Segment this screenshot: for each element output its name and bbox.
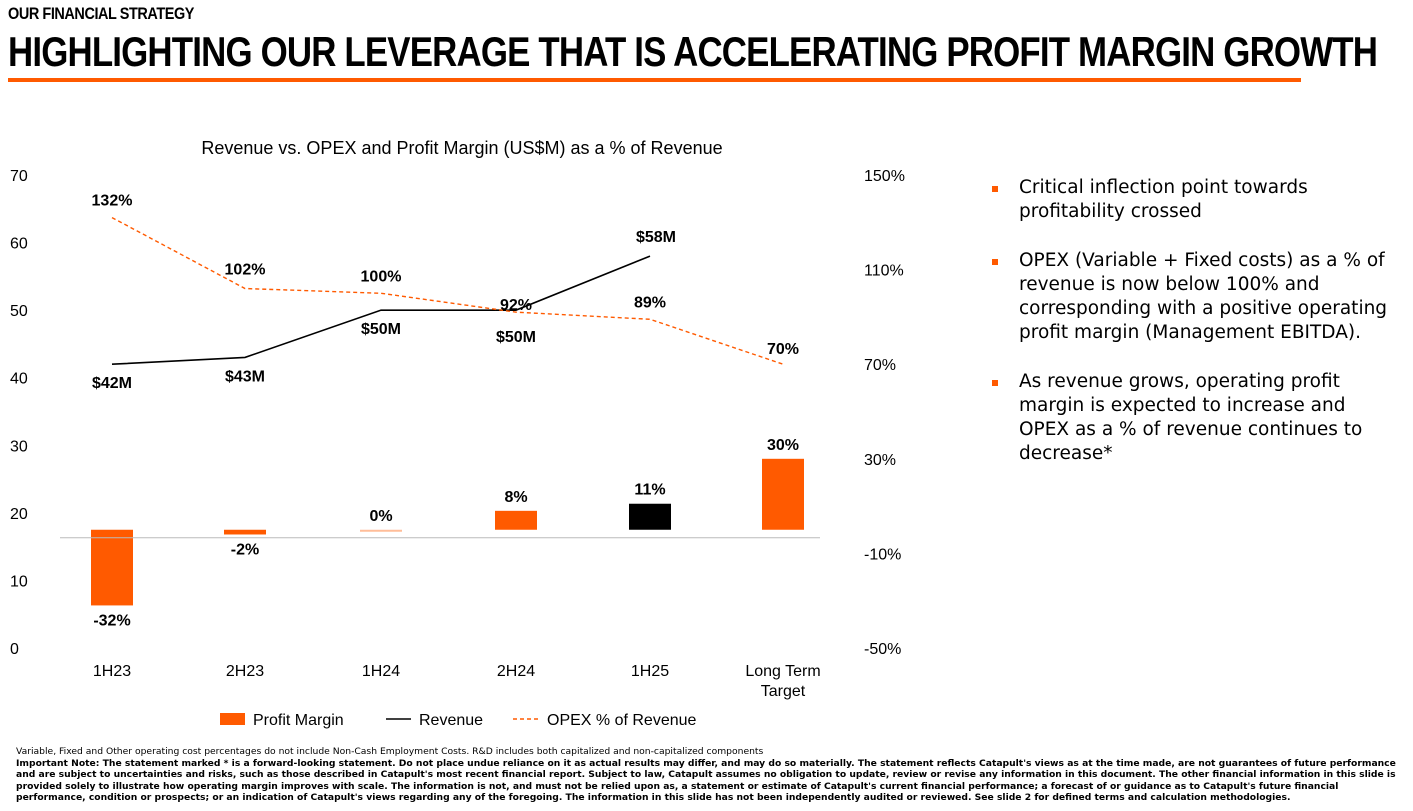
legend-label: Profit Margin	[253, 712, 344, 729]
profit-margin-bar	[360, 529, 402, 532]
right-axis-tick: 150%	[864, 168, 905, 185]
right-axis-tick: 30%	[864, 452, 896, 469]
revenue-line	[111, 255, 651, 365]
x-axis-tick: 2H24	[497, 663, 535, 680]
bar-data-label: 30%	[767, 437, 799, 454]
legend-label: Revenue	[419, 712, 483, 729]
left-axis-tick: 30	[10, 438, 28, 455]
revenue-data-label: $58M	[636, 229, 676, 246]
bullet-marker	[992, 186, 998, 192]
revenue-data-label: $50M	[361, 321, 401, 338]
footnote: Variable, Fixed and Other operating cost…	[16, 746, 1406, 804]
opex-data-label: 132%	[92, 193, 133, 210]
chart-title: Revenue vs. OPEX and Profit Margin (US$M…	[201, 138, 722, 158]
bar-data-label: -32%	[93, 612, 130, 629]
opex-line	[111, 216, 784, 365]
left-axis-tick: 50	[10, 303, 28, 320]
profit-margin-bar	[762, 458, 804, 530]
left-axis-tick: 40	[10, 371, 28, 388]
x-axis-tick: 2H23	[226, 663, 264, 680]
right-axis-tick: -10%	[864, 546, 901, 563]
legend-swatch-profit-margin	[220, 713, 245, 725]
legend-label: OPEX % of Revenue	[547, 712, 697, 729]
right-axis-tick: -50%	[864, 641, 901, 658]
right-axis-tick: 70%	[864, 357, 896, 374]
right-axis-tick: 110%	[864, 263, 904, 280]
x-axis-tick: 1H24	[362, 663, 400, 680]
bar-data-label: 8%	[504, 489, 527, 506]
opex-data-label: 89%	[634, 294, 666, 311]
x-axis-tick: Long Term	[745, 663, 820, 680]
footnote-important: Important Note: The statement marked * i…	[16, 757, 1396, 804]
profit-margin-bar	[224, 529, 266, 535]
left-axis-tick: 60	[10, 236, 28, 253]
left-axis-tick: 20	[10, 506, 28, 523]
bullet-marker	[992, 259, 998, 265]
title-underline	[8, 78, 1301, 82]
opex-data-label: 100%	[361, 268, 402, 285]
bullet-item: Critical inflection point towards profit…	[990, 176, 1400, 224]
left-axis-tick: 10	[10, 573, 28, 590]
opex-data-label: 92%	[500, 297, 532, 314]
bullet-item: As revenue grows, operating profit margi…	[990, 370, 1400, 466]
left-axis-tick: 0	[10, 641, 19, 658]
x-axis-tick: Target	[761, 683, 806, 700]
bar-data-label: -2%	[231, 541, 259, 558]
bar-data-label: 0%	[369, 508, 392, 525]
page-title: HIGHLIGHTING OUR LEVERAGE THAT IS ACCELE…	[8, 28, 1378, 75]
x-axis-tick: 1H23	[93, 663, 131, 680]
revenue-data-label: $42M	[92, 375, 132, 392]
bullet-list: Critical inflection point towards profit…	[990, 176, 1400, 491]
bar-data-label: 11%	[634, 482, 665, 499]
opex-data-label: 70%	[767, 341, 799, 358]
profit-margin-bar	[91, 529, 133, 606]
profit-margin-bar	[629, 503, 671, 530]
bullet-item: OPEX (Variable + Fixed costs) as a % of …	[990, 249, 1400, 345]
revenue-data-label: $43M	[225, 368, 265, 385]
footnote-note: Variable, Fixed and Other operating cost…	[16, 746, 764, 757]
section-kicker: OUR FINANCIAL STRATEGY	[8, 4, 195, 23]
revenue-data-label: $50M	[496, 329, 536, 346]
profit-margin-bar	[495, 510, 537, 530]
opex-data-label: 102%	[225, 262, 266, 279]
bullet-marker	[992, 380, 998, 386]
left-axis-tick: 70	[10, 168, 28, 185]
x-axis-tick: 1H25	[631, 663, 669, 680]
